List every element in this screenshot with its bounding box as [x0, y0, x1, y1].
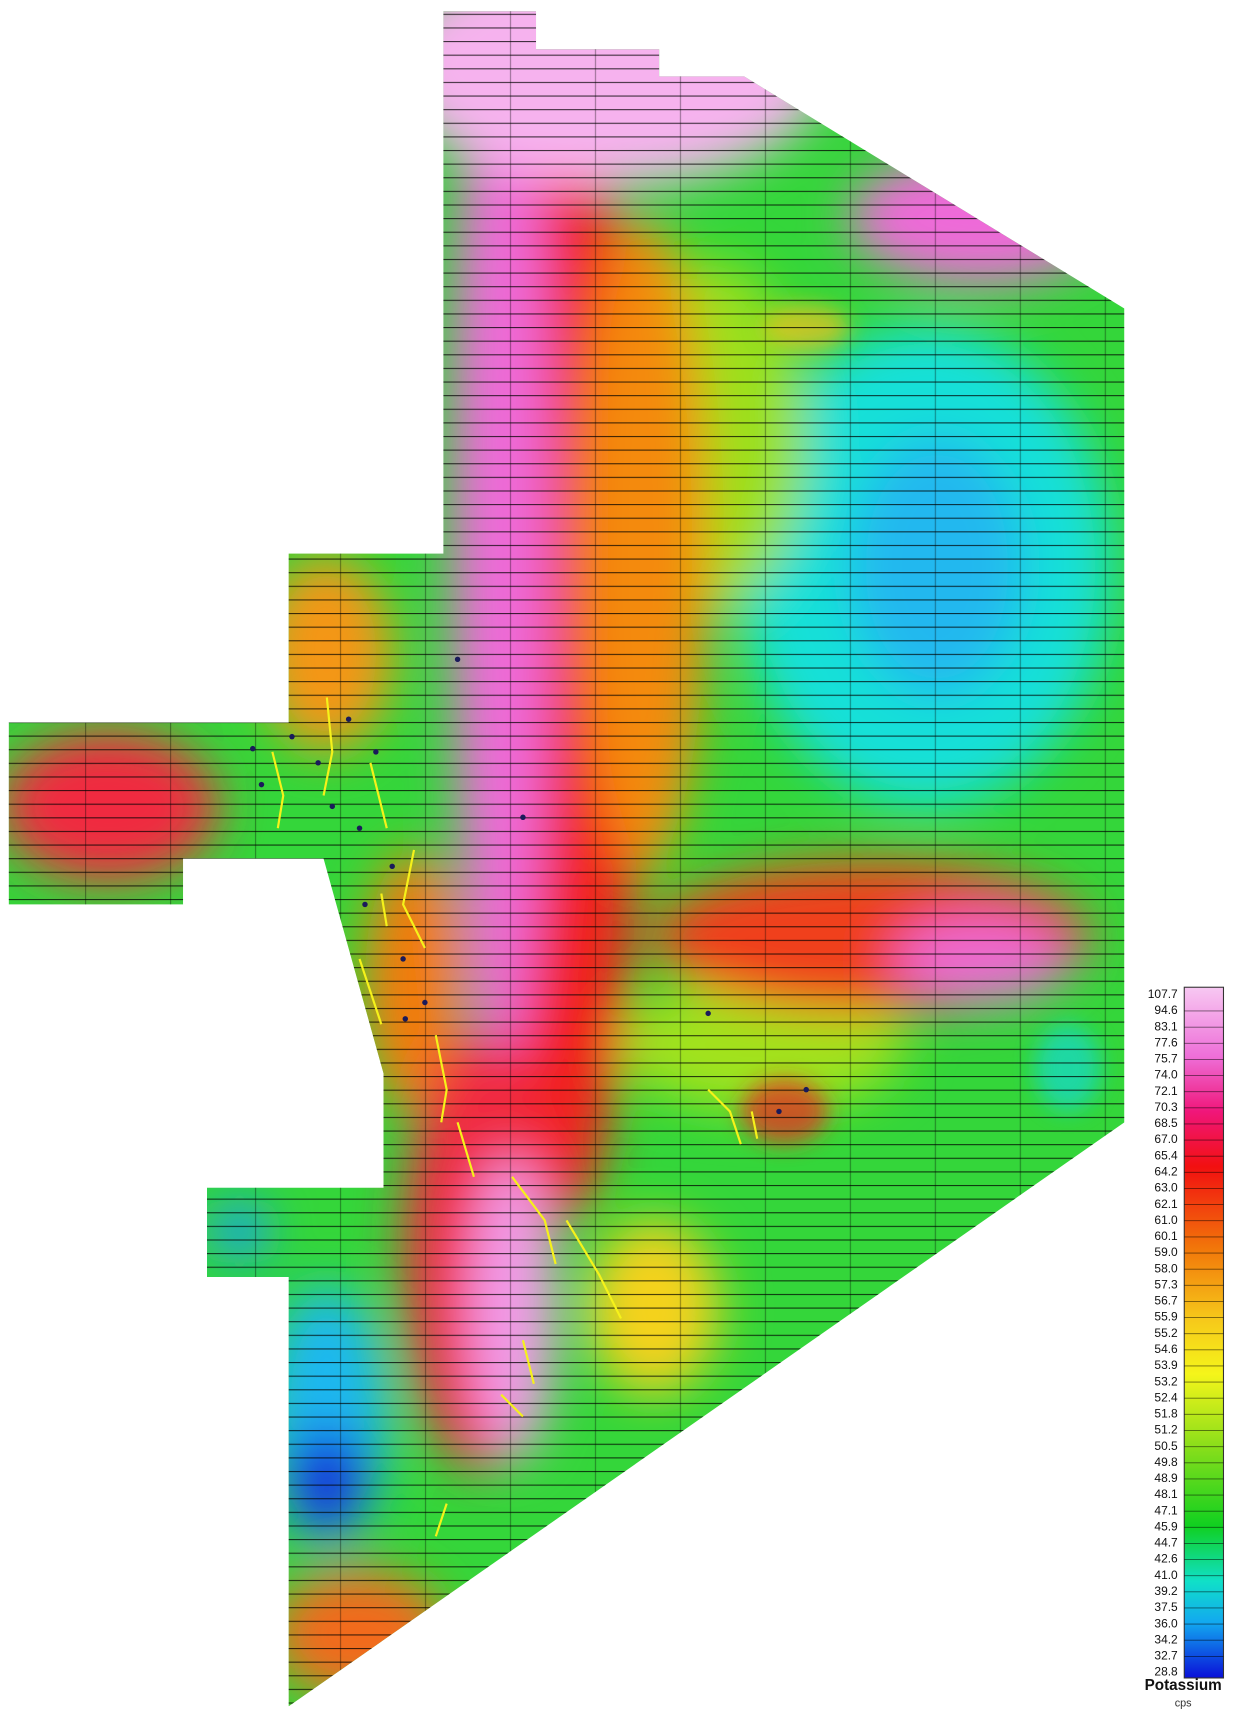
legend-label: 63.0: [1154, 1181, 1178, 1195]
legend-label: 75.7: [1154, 1052, 1178, 1066]
legend-title: Potassium: [1145, 1677, 1222, 1694]
legend-label: 41.0: [1154, 1568, 1178, 1582]
legend-label: 56.7: [1154, 1294, 1178, 1308]
structures: [271, 697, 759, 1537]
legend-unit: cps: [1175, 1697, 1192, 1709]
legend-label: 55.9: [1154, 1310, 1178, 1324]
legend-label: 49.8: [1154, 1455, 1178, 1469]
legend-label: 37.5: [1154, 1600, 1178, 1614]
legend-label: 61.0: [1154, 1213, 1178, 1227]
legend-label: 68.5: [1154, 1116, 1178, 1130]
legend-label: 64.2: [1154, 1165, 1178, 1179]
legend-label: 50.5: [1154, 1439, 1178, 1453]
legend-label: 36.0: [1154, 1616, 1178, 1630]
legend-label: 53.2: [1154, 1374, 1178, 1388]
legend-label: 28.8: [1154, 1665, 1178, 1679]
legend-label: 54.6: [1154, 1342, 1178, 1356]
legend-label: 60.1: [1154, 1229, 1178, 1243]
legend-label: 51.8: [1154, 1407, 1178, 1421]
legend-label: 77.6: [1154, 1035, 1178, 1049]
legend-label: 59.0: [1154, 1245, 1178, 1259]
legend-label: 51.2: [1154, 1423, 1178, 1437]
legend-label: 34.2: [1154, 1632, 1178, 1646]
legend-label: 67.0: [1154, 1132, 1178, 1146]
legend-label: 58.0: [1154, 1261, 1178, 1275]
legend-label: 107.7: [1148, 987, 1178, 1001]
legend-label: 57.3: [1154, 1277, 1178, 1291]
legend-label: 83.1: [1154, 1019, 1178, 1033]
legend-label: 44.7: [1154, 1536, 1178, 1550]
legend-label: 42.6: [1154, 1552, 1178, 1566]
legend-label: 65.4: [1154, 1148, 1178, 1162]
legend-label: 74.0: [1154, 1068, 1178, 1082]
legend: Potassium cps 107.7 94.6 83.1 77.6 75.7 74.0 7…: [1145, 986, 1225, 1709]
legend-label: 53.9: [1154, 1358, 1178, 1372]
legend-label: 39.2: [1154, 1584, 1178, 1598]
legend-label: 47.1: [1154, 1503, 1178, 1517]
map-surface: [8, 11, 1125, 1707]
legend-label: 45.9: [1154, 1519, 1178, 1533]
legend-label: 62.1: [1154, 1197, 1178, 1211]
legend-label: 48.9: [1154, 1471, 1178, 1485]
color-scale: [1183, 986, 1225, 1679]
legend-label: 48.1: [1154, 1487, 1178, 1501]
legend-label: 94.6: [1154, 1003, 1178, 1017]
legend-label: 72.1: [1154, 1084, 1178, 1098]
legend-label: 70.3: [1154, 1100, 1178, 1114]
legend-label: 55.2: [1154, 1326, 1178, 1340]
legend-label: 52.4: [1154, 1390, 1178, 1404]
legend-label: 32.7: [1154, 1649, 1178, 1663]
sample-points: [250, 656, 809, 1115]
